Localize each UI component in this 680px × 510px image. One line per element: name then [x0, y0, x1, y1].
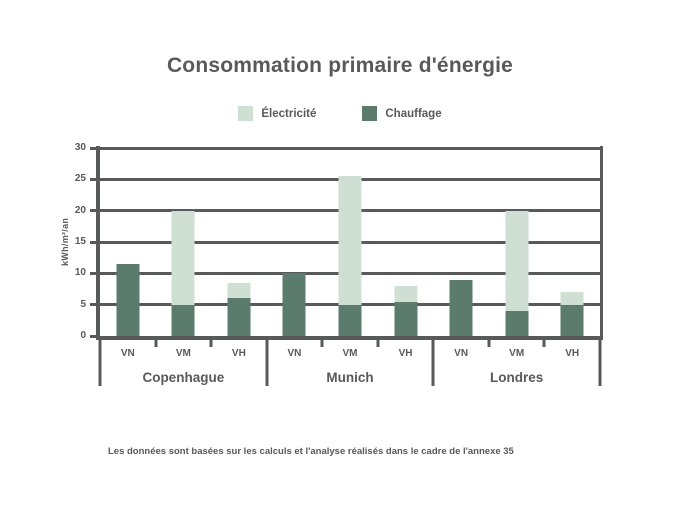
group-separator [431, 340, 435, 386]
bar [282, 148, 306, 336]
x-tick-label: VN [287, 348, 302, 359]
bar-segment-chauffage [394, 301, 418, 336]
bar-segment-chauffage [449, 279, 473, 336]
bar-segment-chauffage [505, 310, 529, 336]
group-label: Copenhague [142, 370, 225, 385]
legend-label-electricite: Électricité [261, 107, 317, 120]
y-tick-label: 25 [74, 173, 86, 185]
bar [116, 148, 140, 336]
group-separator [598, 340, 602, 386]
legend-item-electricite: Électricité [238, 106, 316, 121]
x-tick-label: VH [565, 348, 580, 359]
footnote: Les données sont basées sur les calculs … [108, 446, 514, 457]
bar [449, 148, 473, 336]
bar-segment-electricite [171, 210, 195, 305]
y-tick-label: 0 [80, 330, 86, 341]
bar [560, 148, 584, 336]
group-label: Londres [490, 370, 544, 385]
y-axis-line [96, 146, 100, 340]
x-tick-minor [320, 340, 324, 347]
bar-segment-chauffage [227, 298, 251, 336]
y-tick [90, 334, 97, 338]
legend-item-chauffage: Chauffage [362, 106, 442, 121]
bar-segment-electricite [338, 176, 362, 305]
group-separator [98, 340, 102, 386]
bar-segment-chauffage [282, 273, 306, 336]
x-tick-minor [542, 340, 546, 347]
x-tick-label: VH [231, 348, 246, 359]
bar-segment-electricite [394, 285, 418, 302]
gridline [100, 146, 600, 150]
y-tick-label: 20 [74, 204, 86, 216]
x-tick-minor [487, 340, 491, 347]
y-tick-label: 30 [74, 142, 86, 153]
legend: Électricité Chauffage [0, 106, 680, 121]
x-tick-label: VN [120, 348, 135, 359]
y-tick [90, 146, 97, 150]
x-tick-label: VM [175, 348, 191, 359]
bar-segment-chauffage [171, 304, 195, 336]
bar [338, 148, 362, 336]
y-tick-label: 5 [80, 298, 86, 310]
bar-segment-chauffage [560, 304, 584, 336]
y-tick [90, 177, 97, 181]
y-tick [90, 271, 97, 275]
plot-area: 0 5 10 15 20 25 30 VN VM VH Copenhague VN VM VH Munich… [75, 142, 603, 386]
x-axis-line [96, 336, 603, 340]
bar [171, 148, 195, 336]
bar [394, 148, 418, 336]
y-tick [90, 209, 97, 213]
legend-label-chauffage: Chauffage [385, 107, 442, 120]
bar [227, 148, 251, 336]
y-tick [90, 240, 97, 244]
group-separator [265, 340, 269, 386]
legend-swatch-chauffage [362, 106, 378, 121]
bar-segment-electricite [505, 210, 529, 311]
x-tick-minor [209, 340, 213, 347]
right-axis-line [600, 146, 603, 340]
bar [505, 148, 529, 336]
y-tick-label: 10 [74, 267, 86, 279]
y-tick-label: 15 [74, 236, 86, 247]
bar-segment-chauffage [338, 304, 362, 336]
x-tick-minor [376, 340, 380, 347]
bar-segment-chauffage [116, 263, 140, 336]
legend-swatch-electricite [238, 106, 254, 121]
x-tick-label: VH [398, 348, 413, 359]
x-tick-label: VN [454, 348, 469, 359]
group-label: Munich [326, 370, 374, 385]
x-tick-label: VM [509, 348, 525, 359]
x-tick-minor [154, 340, 158, 347]
chart-title: Consommation primaire d'énergie [166, 54, 514, 77]
x-tick-label: VM [342, 348, 358, 359]
bar-segment-electricite [560, 292, 584, 305]
bar-segment-electricite [227, 282, 251, 299]
y-tick [90, 303, 97, 307]
